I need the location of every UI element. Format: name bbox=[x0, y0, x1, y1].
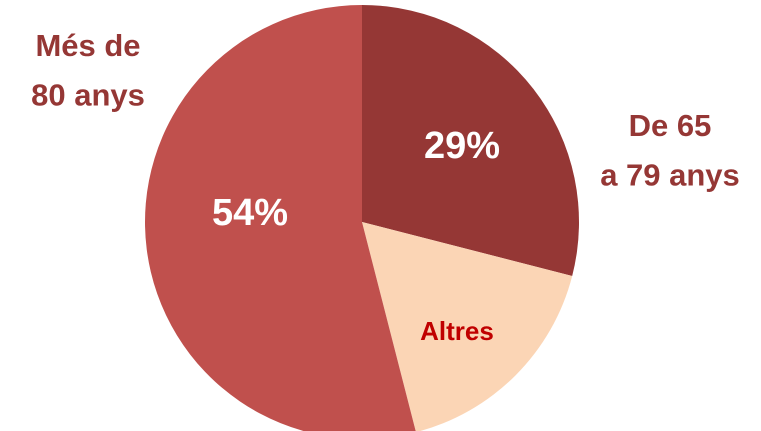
pie-slice bbox=[145, 5, 416, 431]
pie-slice bbox=[362, 5, 580, 276]
category-label: Altres bbox=[420, 316, 494, 346]
pie-slice bbox=[362, 222, 573, 431]
category-label: De 65 a 79 anys bbox=[600, 108, 740, 193]
value-label: 54% bbox=[212, 192, 288, 234]
value-label: 29% bbox=[424, 125, 500, 167]
category-label: Més de 80 anys bbox=[31, 28, 145, 113]
